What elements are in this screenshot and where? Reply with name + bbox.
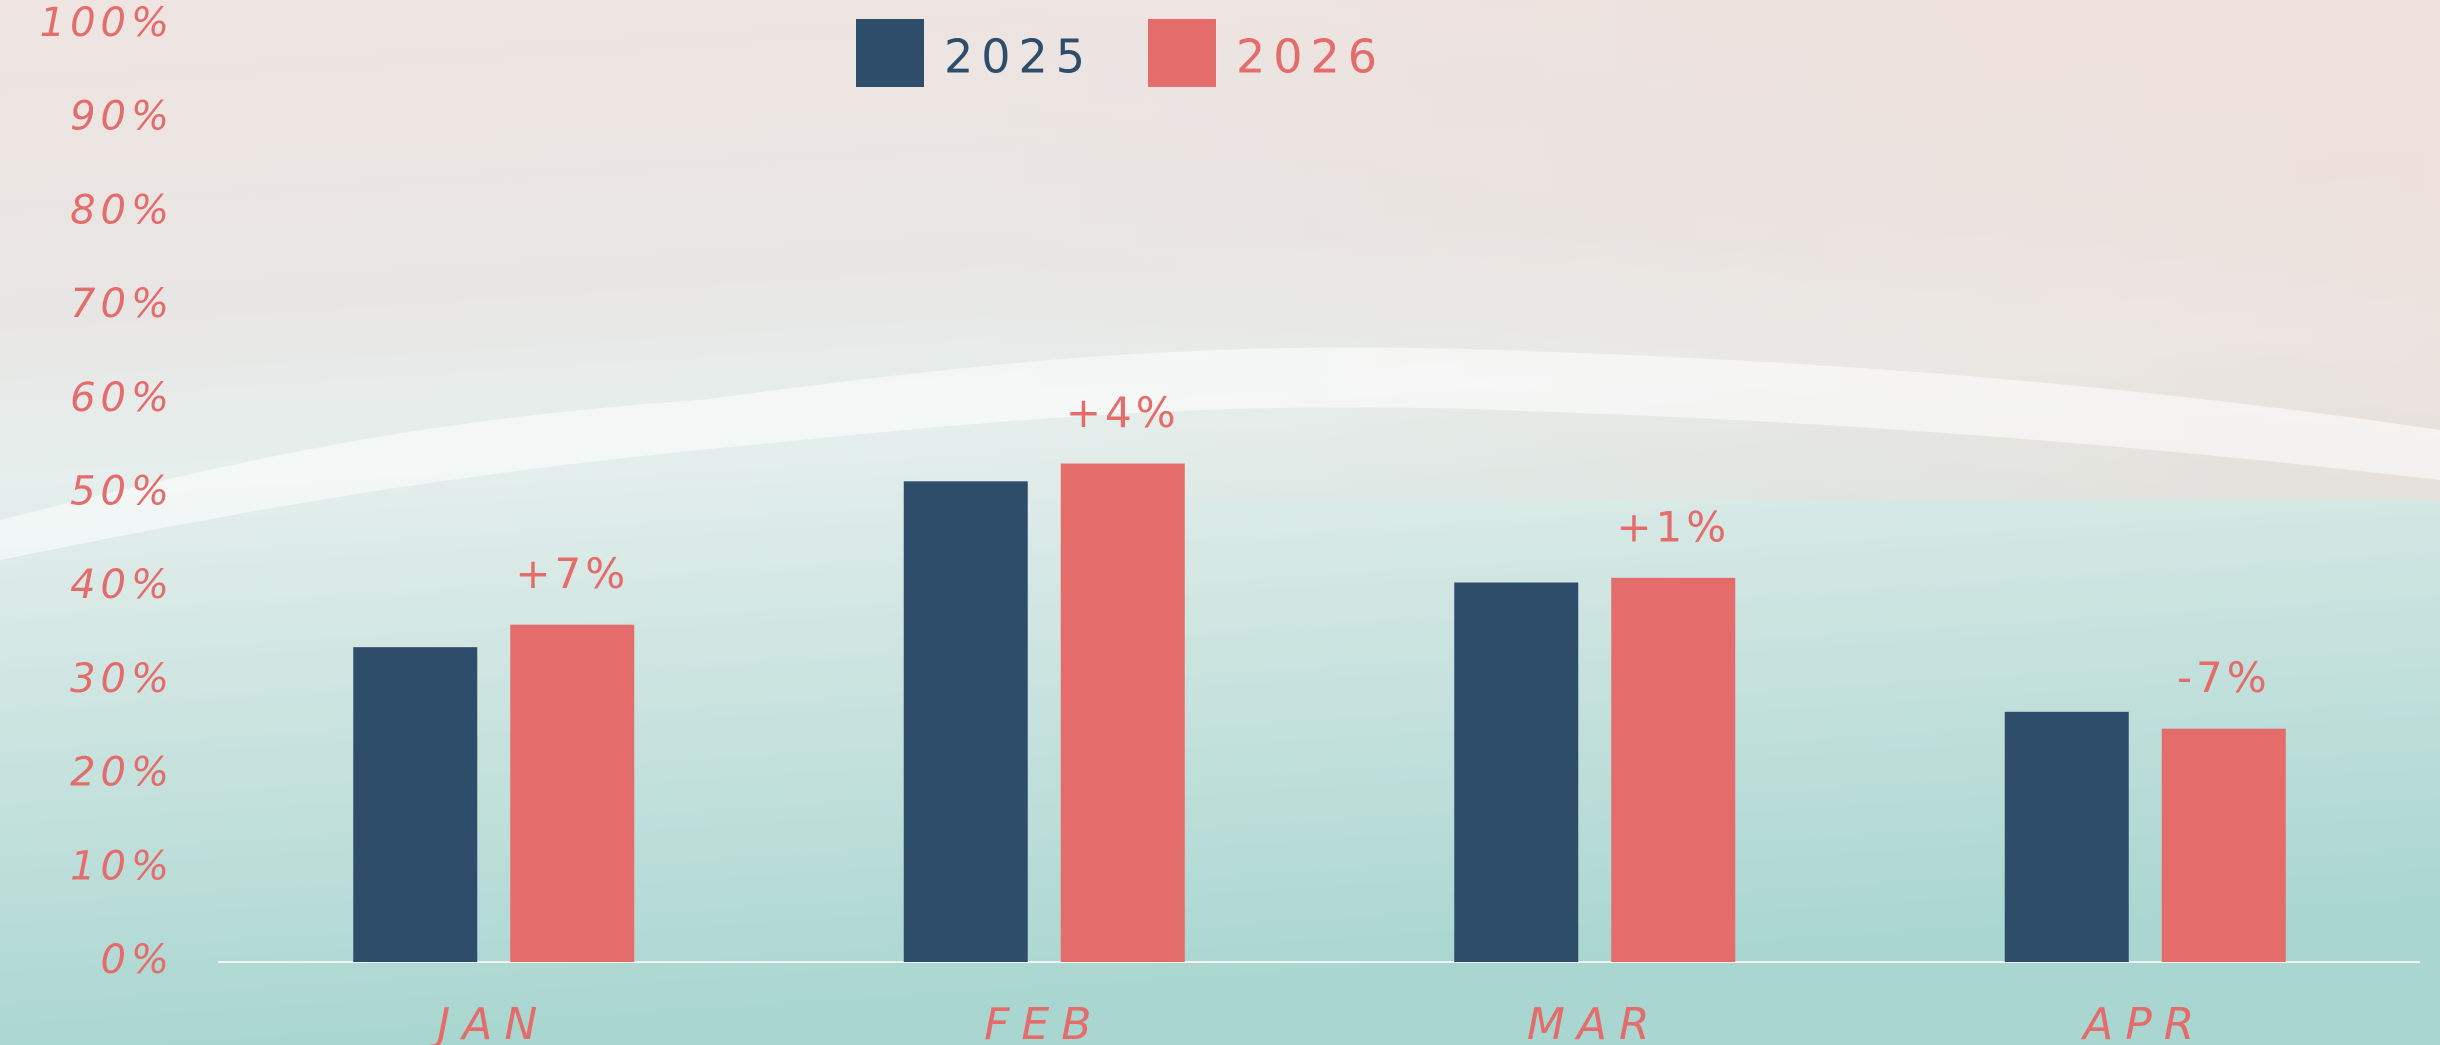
legend-label: 2025 [944, 30, 1093, 84]
bar [1454, 582, 1579, 962]
bar [1060, 463, 1185, 962]
y-tick-label: 80% [70, 187, 174, 233]
y-tick-label: 90% [70, 94, 174, 140]
y-tick-label: 50% [70, 469, 174, 515]
y-tick-label: 100% [40, 0, 174, 46]
x-tick-label: JAN [429, 999, 549, 1045]
bar [2004, 711, 2129, 962]
annotation: +1% [1616, 502, 1730, 551]
bar [2161, 728, 2286, 962]
annotation: -7% [2177, 653, 2271, 702]
x-tick-label: MAR [1527, 999, 1662, 1045]
bar [903, 481, 1028, 962]
x-tick-label: FEB [984, 999, 1103, 1045]
annotation: +4% [1066, 388, 1180, 437]
y-tick-label: 30% [70, 656, 174, 702]
annotation: +7% [515, 549, 629, 598]
wave-foam [0, 347, 2440, 560]
x-tick-label: APR [2080, 999, 2206, 1045]
legend-swatch [856, 19, 924, 87]
y-tick-label: 70% [70, 281, 174, 327]
y-tick-label: 40% [70, 562, 174, 608]
y-tick-label: 0% [101, 937, 174, 983]
y-tick-label: 20% [70, 750, 174, 796]
legend-label: 2026 [1236, 30, 1385, 84]
y-tick-label: 60% [70, 375, 174, 421]
legend-swatch [1148, 19, 1216, 87]
bar [1611, 577, 1736, 962]
bar [353, 647, 478, 962]
bar [510, 624, 635, 962]
y-tick-label: 10% [70, 843, 174, 889]
